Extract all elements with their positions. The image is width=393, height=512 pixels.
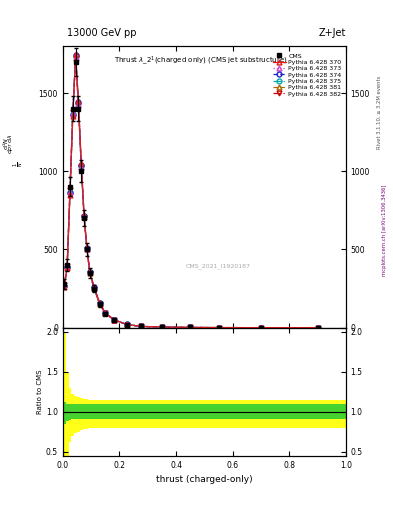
Text: Rivet 3.1.10, ≥ 3.2M events: Rivet 3.1.10, ≥ 3.2M events bbox=[377, 76, 382, 150]
Legend: CMS, Pythia 6.428 370, Pythia 6.428 373, Pythia 6.428 374, Pythia 6.428 375, Pyt: CMS, Pythia 6.428 370, Pythia 6.428 373,… bbox=[272, 52, 343, 98]
Text: Z+Jet: Z+Jet bbox=[318, 28, 346, 38]
Text: $\mathrm{d}^2N$: $\mathrm{d}^2N$ bbox=[2, 137, 11, 150]
Text: CMS_2021_I1920187: CMS_2021_I1920187 bbox=[186, 263, 251, 269]
Text: $\mathrm{d}p_T\,\mathrm{d}\lambda$: $\mathrm{d}p_T\,\mathrm{d}\lambda$ bbox=[6, 133, 15, 154]
X-axis label: thrust (charged-only): thrust (charged-only) bbox=[156, 475, 253, 484]
Text: $\frac{1}{N}$: $\frac{1}{N}$ bbox=[12, 161, 26, 167]
Text: Thrust $\lambda\_2^1$(charged only) (CMS jet substructure): Thrust $\lambda\_2^1$(charged only) (CMS… bbox=[114, 55, 288, 68]
Text: mcplots.cern.ch [arXiv:1306.3436]: mcplots.cern.ch [arXiv:1306.3436] bbox=[382, 185, 387, 276]
Text: 13000 GeV pp: 13000 GeV pp bbox=[67, 28, 136, 38]
Y-axis label: Ratio to CMS: Ratio to CMS bbox=[37, 370, 43, 414]
